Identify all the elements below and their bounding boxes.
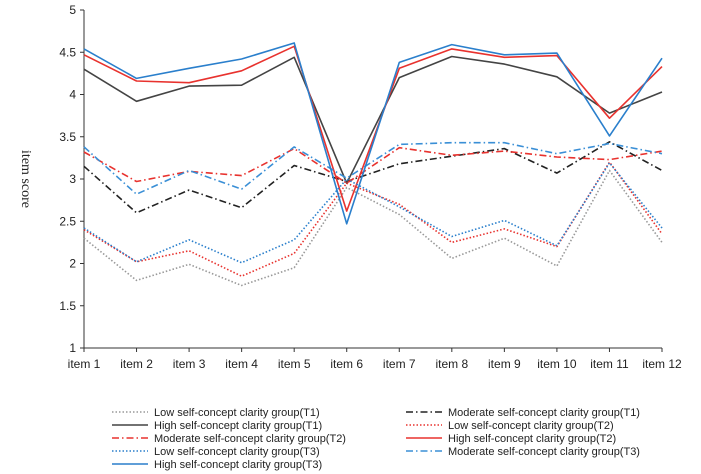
- x-tick-label: item 11: [590, 357, 629, 371]
- y-tick-label: 1: [69, 341, 76, 355]
- x-tick-label: item 12: [642, 357, 682, 371]
- series-line-5: [83, 146, 663, 184]
- x-tick-label: item 6: [330, 357, 363, 371]
- series-line-3: [83, 55, 663, 184]
- legend-item-9: High self-concept clarity group(T3): [112, 459, 322, 471]
- legend-item-7: Low self-concept clarity group(T3): [112, 446, 320, 458]
- series-line-7: [83, 162, 663, 264]
- legend-label: Moderate self-concept clarity group(T1): [448, 407, 640, 419]
- series-line-1: [83, 169, 663, 287]
- x-tick-label: item 1: [68, 357, 101, 371]
- legend-item-5: Moderate self-concept clarity group(T2): [112, 433, 346, 445]
- legend: Low self-concept clarity group(T1)High s…: [112, 407, 640, 471]
- series-lines: [83, 42, 663, 287]
- series-line-2: [83, 141, 663, 214]
- x-tick-label: item 3: [173, 357, 206, 371]
- legend-item-6: High self-concept clarity group(T2): [406, 433, 616, 445]
- y-tick-label: 2: [69, 257, 76, 271]
- legend-item-1: Low self-concept clarity group(T1): [112, 407, 320, 419]
- x-tick-label: item 9: [488, 357, 521, 371]
- legend-label: Moderate self-concept clarity group(T3): [448, 446, 640, 458]
- legend-label: Low self-concept clarity group(T1): [154, 407, 320, 419]
- legend-label: High self-concept clarity group(T2): [448, 433, 616, 445]
- y-tick-label: 4: [69, 88, 76, 102]
- y-tick-label: 3: [69, 172, 76, 186]
- legend-label: High self-concept clarity group(T1): [154, 420, 322, 432]
- legend-item-2: Moderate self-concept clarity group(T1): [406, 407, 640, 419]
- series-line-9: [83, 42, 663, 225]
- series-line-4: [83, 161, 663, 278]
- y-tick-label: 3.5: [59, 130, 76, 144]
- y-tick-label: 4.5: [59, 45, 76, 59]
- x-tick-label: item 7: [383, 357, 416, 371]
- y-tick-label: 1.5: [59, 299, 76, 313]
- legend-item-8: Moderate self-concept clarity group(T3): [406, 446, 640, 458]
- x-tick-label: item 8: [435, 357, 468, 371]
- legend-item-4: Low self-concept clarity group(T2): [406, 420, 614, 432]
- x-tick-label: item 5: [278, 357, 311, 371]
- x-tick-label: item 10: [537, 357, 577, 371]
- legend-item-3: High self-concept clarity group(T1): [112, 420, 322, 432]
- legend-label: Low self-concept clarity group(T2): [448, 420, 614, 432]
- y-tick-label: 2.5: [59, 214, 76, 228]
- x-tick-label: item 4: [225, 357, 258, 371]
- legend-label: Moderate self-concept clarity group(T2): [154, 433, 346, 445]
- legend-label: High self-concept clarity group(T3): [154, 459, 322, 471]
- series-line-8: [83, 141, 663, 195]
- axes: 1 1.5 2 2.5 3 3.5 4 4.5 5 item 1 item 2 item 3 item …: [18, 3, 682, 371]
- y-axis-title: item score: [18, 150, 33, 208]
- legend-label: Low self-concept clarity group(T3): [154, 446, 320, 458]
- x-tick-label: item 2: [120, 357, 153, 371]
- y-tick-label: 5: [69, 3, 76, 17]
